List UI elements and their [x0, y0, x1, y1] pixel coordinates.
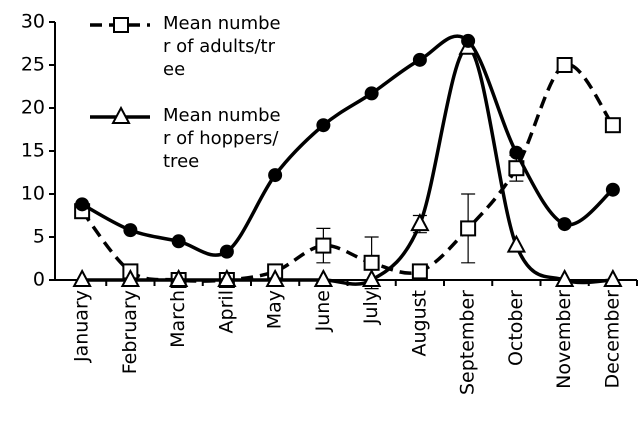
marker-circle: [364, 86, 379, 101]
marker-circle: [605, 182, 620, 197]
marker-square: [556, 57, 573, 73]
y-tick-label: 15: [21, 140, 45, 162]
marker-circle: [75, 197, 90, 212]
marker-triangle: [603, 268, 623, 287]
y-tick-label: 30: [21, 11, 45, 33]
series-line: [81, 34, 615, 257]
marker-triangle: [120, 268, 141, 287]
x-tick-label: February: [119, 290, 141, 374]
marker-triangle: [217, 268, 237, 287]
x-tick-label: December: [601, 290, 623, 389]
x-tick-label: June: [312, 290, 334, 332]
x-tick-label: October: [505, 290, 527, 366]
x-tick-label: January: [71, 290, 93, 363]
marker-square: [363, 254, 380, 271]
series-line: [80, 62, 615, 283]
series-line: [82, 46, 613, 286]
y-tick-label: 25: [21, 54, 45, 76]
y-tick-label: 5: [33, 226, 45, 248]
marker-triangle: [111, 105, 131, 124]
x-tick-label: April: [215, 290, 237, 333]
x-tick-label: August: [408, 290, 430, 357]
marker-square: [411, 263, 428, 280]
x-tick-label: September: [457, 290, 479, 395]
marker-triangle: [168, 268, 189, 287]
x-tick-label: March: [167, 290, 189, 348]
legend-label: Mean number of hoppers/tree: [163, 105, 281, 172]
marker-circle: [412, 52, 427, 67]
marker-circle: [509, 145, 524, 160]
marker-triangle: [265, 268, 285, 287]
marker-triangle: [410, 212, 430, 232]
y-tick-label: 0: [33, 269, 45, 291]
marker-circle: [316, 118, 331, 133]
marker-circle: [557, 217, 572, 232]
y-tick-label: 20: [21, 97, 45, 119]
marker-square: [460, 220, 477, 237]
marker-triangle: [554, 268, 575, 287]
marker-triangle: [72, 268, 92, 287]
marker-circle: [461, 33, 476, 48]
marker-circle: [171, 234, 186, 249]
marker-square: [113, 17, 129, 33]
marker-triangle: [313, 268, 334, 287]
y-tick-label: 10: [21, 183, 45, 205]
marker-square: [315, 237, 332, 254]
legend-label: Mean number of adults/tree: [163, 13, 281, 80]
marker-triangle: [506, 234, 527, 253]
marker-triangle: [361, 268, 382, 287]
x-tick-label: July: [360, 290, 382, 325]
x-tick-label: November: [553, 290, 575, 389]
x-tick-label: May: [264, 290, 286, 329]
marker-circle: [123, 223, 138, 238]
marker-circle: [268, 168, 283, 183]
marker-circle: [219, 244, 234, 259]
marker-square: [604, 117, 621, 134]
